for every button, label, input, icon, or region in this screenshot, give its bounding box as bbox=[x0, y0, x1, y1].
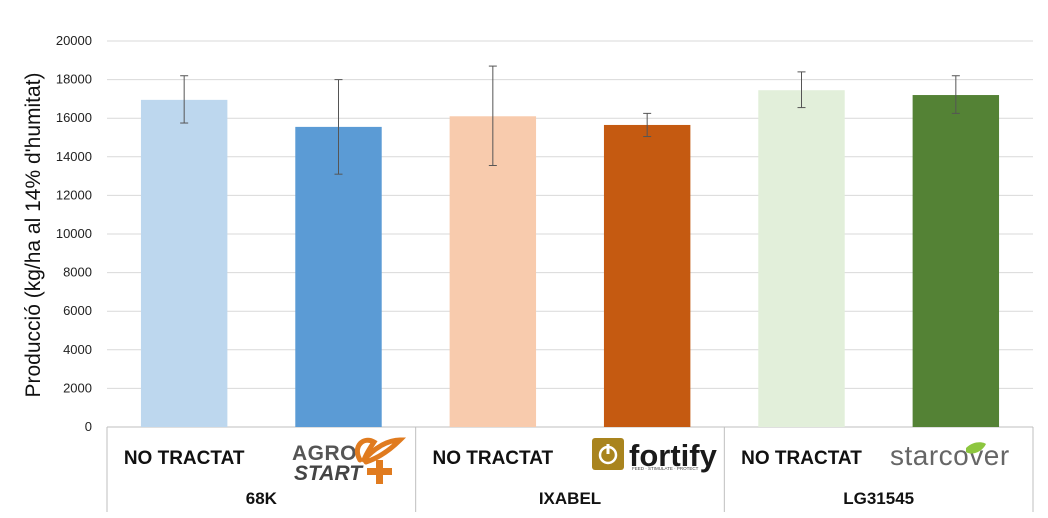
y-axis-label: Producció (kg/ha al 14% d'humitat) bbox=[22, 72, 45, 397]
y-tick-label: 20000 bbox=[56, 33, 92, 48]
gridlines bbox=[107, 40, 1033, 428]
agrostart-logo-bottom: START bbox=[294, 462, 364, 485]
group-labels: 68K IXABEL LG31545 bbox=[246, 489, 914, 508]
group-label: LG31545 bbox=[843, 489, 914, 508]
starcover-logo: starcover bbox=[890, 440, 1010, 471]
leaf-icon bbox=[966, 442, 986, 454]
sprout-icon bbox=[354, 437, 407, 465]
fortify-logo: fortify FEED · STIMULATE · PROTECT bbox=[592, 438, 718, 473]
fortify-logo-tag: FEED · STIMULATE · PROTECT bbox=[632, 466, 699, 471]
y-tick-label: 2000 bbox=[63, 380, 92, 395]
error-bars bbox=[180, 65, 960, 175]
fortify-logo-name: fortify bbox=[629, 438, 718, 473]
y-tick-label: 6000 bbox=[63, 303, 92, 318]
y-tick-label: 16000 bbox=[56, 110, 92, 125]
bars bbox=[140, 90, 1000, 428]
category-label: NO TRACTAT bbox=[124, 448, 245, 469]
y-tick-label: 8000 bbox=[63, 265, 92, 280]
agrostart-logo: AGRO START bbox=[292, 437, 407, 485]
y-tick-label: 10000 bbox=[56, 226, 92, 241]
power-icon-bar bbox=[606, 444, 610, 454]
y-tick-label: 12000 bbox=[56, 187, 92, 202]
y-axis-ticks: 0 2000 4000 6000 8000 10000 12000 14000 16000 180… bbox=[56, 33, 92, 434]
category-label: NO TRACTAT bbox=[432, 448, 553, 469]
category-labels: NO TRACTAT NO TRACTAT NO TRACTAT bbox=[124, 448, 862, 469]
bar-68k-treated bbox=[295, 126, 382, 427]
bar-68k-no-tractat bbox=[140, 99, 228, 428]
y-tick-label: 4000 bbox=[63, 342, 92, 357]
bar-ixabel-treated bbox=[603, 124, 691, 427]
group-label: IXABEL bbox=[539, 489, 601, 508]
agrostart-logo-top: AGRO bbox=[292, 442, 357, 465]
starcover-logo-name: starcover bbox=[890, 440, 1010, 471]
bar-ixabel-no-tractat bbox=[449, 116, 537, 428]
group-label: 68K bbox=[246, 489, 278, 508]
y-tick-label: 18000 bbox=[56, 72, 92, 87]
bar-lg31545-treated bbox=[912, 95, 1000, 427]
bar-lg31545-no-tractat bbox=[758, 90, 845, 427]
plus-icon-h bbox=[367, 468, 392, 475]
category-label: NO TRACTAT bbox=[741, 448, 862, 469]
y-tick-label: 0 bbox=[85, 419, 92, 434]
y-tick-label: 14000 bbox=[56, 149, 92, 164]
x-axis-table bbox=[106, 427, 1034, 512]
